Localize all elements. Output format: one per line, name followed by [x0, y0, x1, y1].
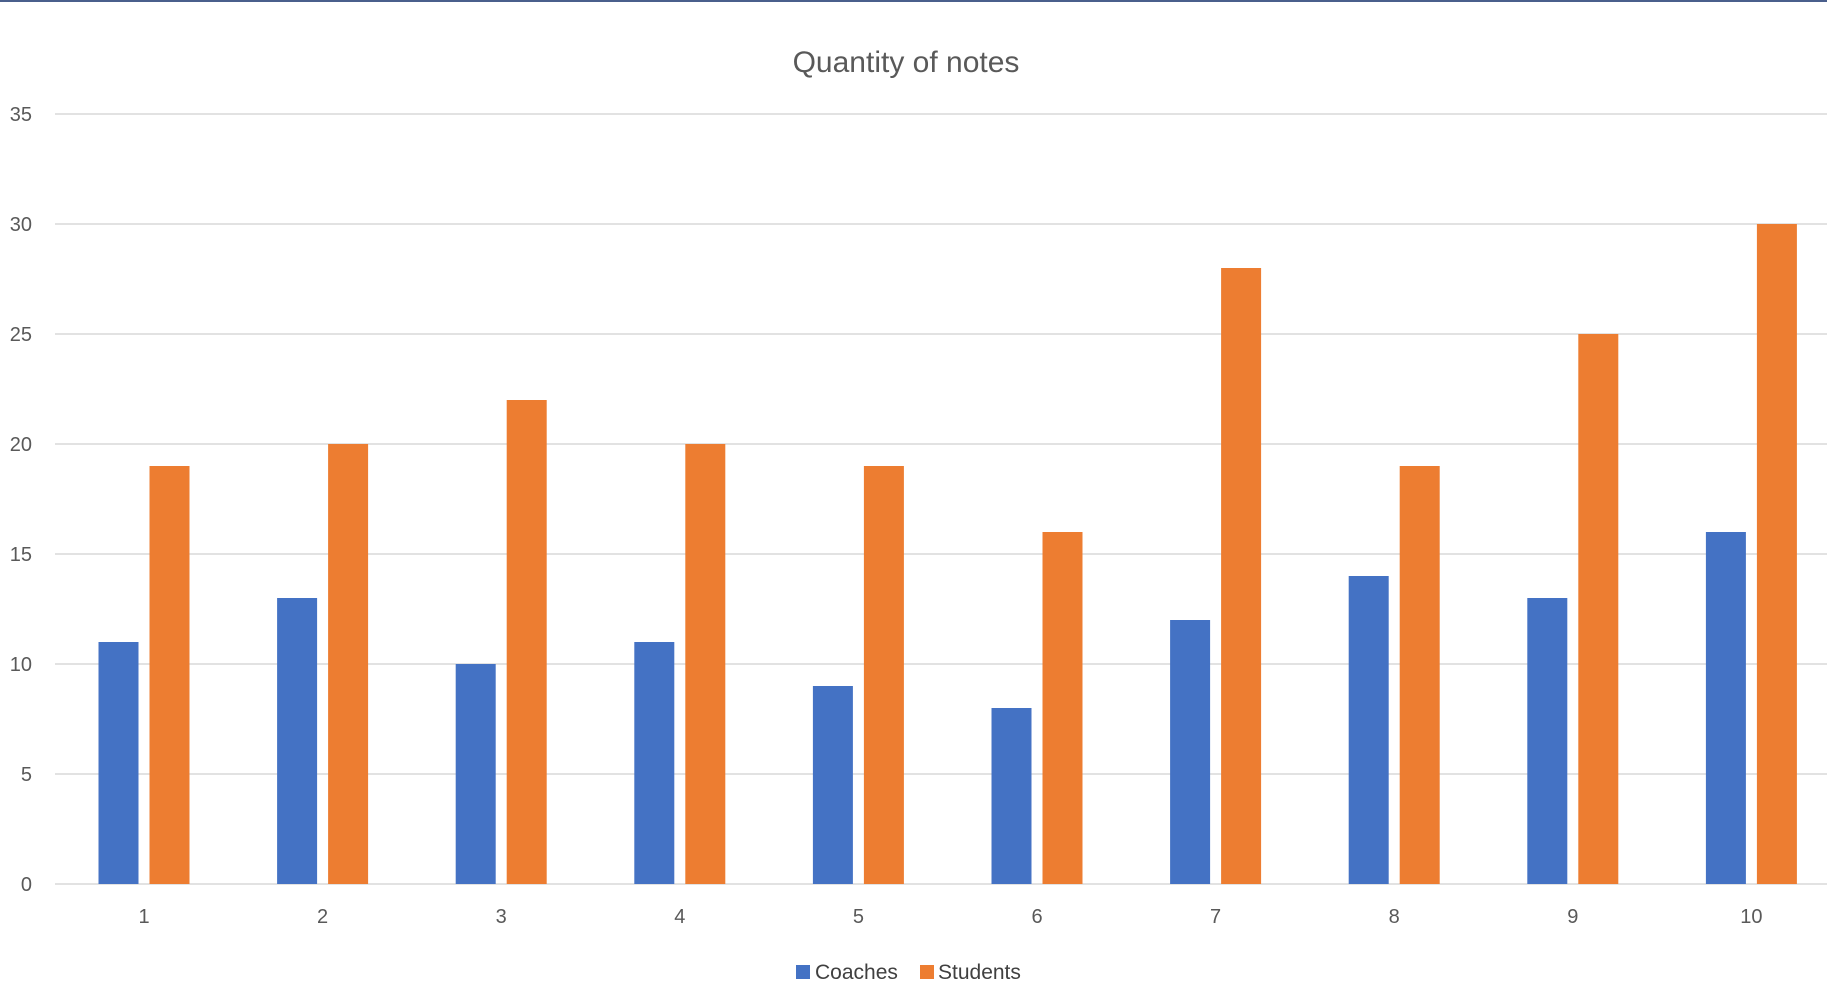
top-border — [0, 0, 1827, 2]
bar-coaches-8 — [1348, 576, 1389, 884]
bar-coaches-3 — [455, 664, 496, 884]
x-tick-label: 6 — [1031, 906, 1042, 928]
x-tick-label: 7 — [1210, 906, 1221, 928]
x-tick-label: 3 — [496, 906, 507, 928]
y-tick-label: 20 — [10, 434, 32, 456]
bar-students-1 — [149, 466, 190, 884]
y-tick-label: 25 — [10, 324, 32, 346]
x-tick-label: 8 — [1389, 906, 1400, 928]
legend-label-coaches: Coaches — [815, 961, 898, 984]
bar-students-4 — [685, 444, 726, 884]
chart-title: Quantity of notes — [793, 46, 1020, 79]
bar-coaches-7 — [1170, 620, 1211, 884]
bar-students-8 — [1399, 466, 1440, 884]
y-tick-label: 0 — [21, 874, 32, 896]
bar-students-3 — [506, 400, 547, 884]
x-axis-ticks: 1 2 3 4 5 6 7 8 9 10 — [138, 906, 1762, 928]
bar-coaches-4 — [634, 642, 675, 884]
y-tick-label: 15 — [10, 544, 32, 566]
x-tick-label: 4 — [674, 906, 685, 928]
y-tick-label: 10 — [10, 654, 32, 676]
bar-coaches-10 — [1705, 532, 1746, 884]
bar-coaches-5 — [812, 686, 853, 884]
y-tick-label: 5 — [21, 764, 32, 786]
x-tick-label: 1 — [138, 906, 149, 928]
legend-swatch-coaches — [796, 965, 810, 979]
bar-coaches-2 — [277, 598, 318, 884]
legend-swatch-students — [920, 965, 934, 979]
legend: Coaches Students — [796, 961, 1021, 984]
x-tick-label: 2 — [317, 906, 328, 928]
bar-students-5 — [863, 466, 904, 884]
bar-students-2 — [328, 444, 369, 884]
bar-students-9 — [1578, 334, 1619, 884]
bar-coaches-1 — [98, 642, 139, 884]
y-tick-label: 35 — [10, 104, 32, 126]
x-tick-label: 5 — [853, 906, 864, 928]
y-axis-ticks: 0 5 10 15 20 25 30 35 — [10, 104, 32, 896]
bar-students-6 — [1042, 532, 1083, 884]
x-tick-label: 10 — [1740, 906, 1762, 928]
legend-label-students: Students — [938, 961, 1021, 984]
bar-students-10 — [1756, 224, 1797, 884]
bar-students-7 — [1221, 268, 1262, 884]
x-tick-label: 9 — [1567, 906, 1578, 928]
y-tick-label: 30 — [10, 214, 32, 236]
bars — [98, 224, 1797, 884]
bar-coaches-6 — [991, 708, 1032, 884]
bar-coaches-9 — [1527, 598, 1568, 884]
